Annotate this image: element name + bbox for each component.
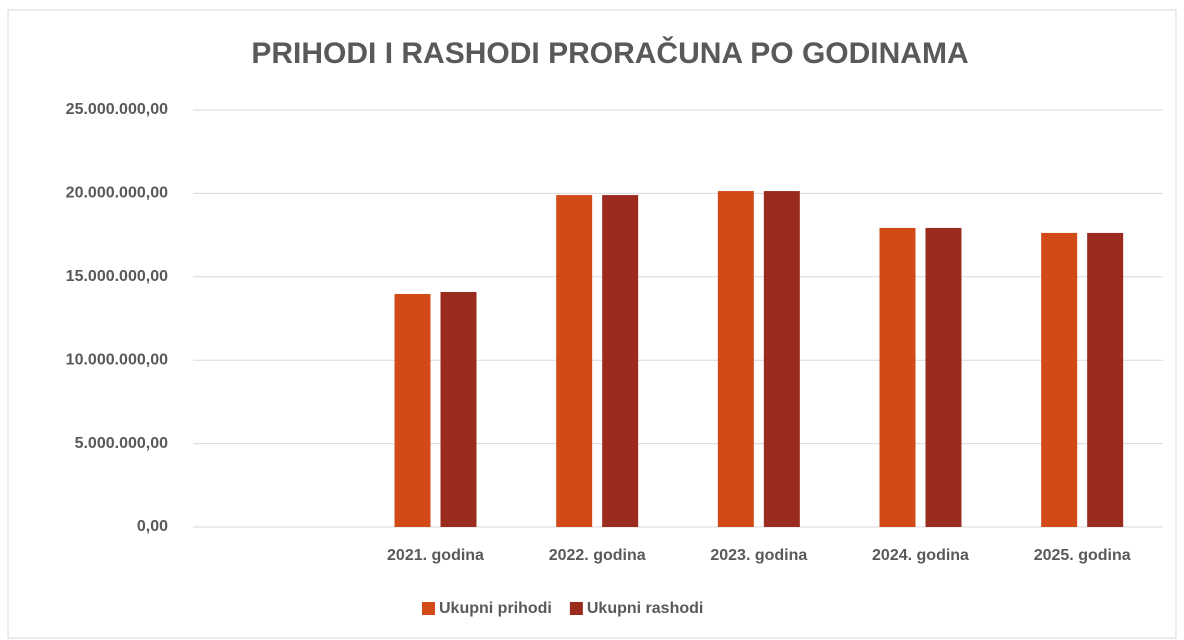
legend-label: Ukupni prihodi: [439, 600, 552, 617]
y-tick-label: 10.000.000,00: [66, 351, 168, 368]
x-tick-label: 2023. godina: [710, 547, 807, 564]
bar: [440, 291, 477, 527]
bar: [717, 191, 754, 527]
y-tick-label: 5.000.000,00: [75, 435, 169, 452]
chart-title: PRIHODI I RASHODI PRORAČUNA PO GODINAMA: [251, 36, 968, 70]
x-tick-label: 2021. godina: [387, 547, 484, 564]
bar: [556, 195, 593, 527]
bar: [394, 293, 431, 527]
bar: [1041, 232, 1078, 528]
legend-swatch: [422, 602, 435, 615]
y-tick-label: 20.000.000,00: [66, 185, 168, 202]
bar: [602, 195, 639, 527]
x-tick-label: 2025. godina: [1034, 547, 1131, 564]
bar: [879, 227, 916, 527]
bar: [925, 227, 962, 527]
y-tick-label: 15.000.000,00: [66, 268, 168, 285]
bar: [763, 191, 800, 527]
legend-swatch: [569, 602, 583, 615]
legend-label: Ukupni rashodi: [587, 600, 703, 617]
x-tick-label: 2022. godina: [549, 547, 646, 564]
x-tick-label: 2024. godina: [872, 547, 969, 564]
y-tick-label: 25.000.000,00: [66, 101, 168, 118]
y-tick-label: 0,00: [137, 518, 168, 535]
bar: [1087, 232, 1124, 528]
